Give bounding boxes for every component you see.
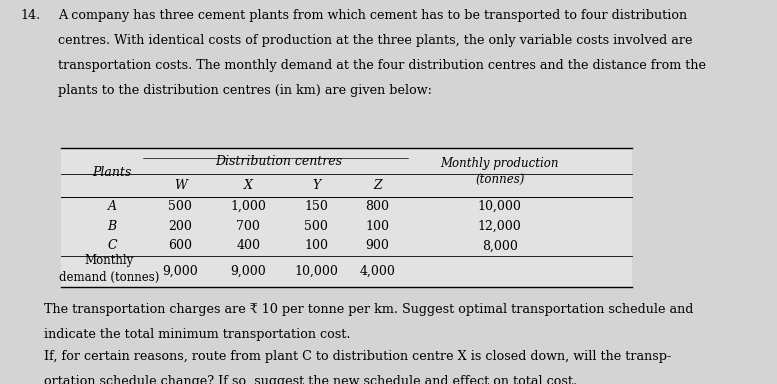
Text: Monthly production
(tonnes): Monthly production (tonnes) (441, 157, 559, 187)
Text: B: B (108, 220, 117, 233)
Text: The transportation charges are ₹ 10 per tonne per km. Suggest optimal transporta: The transportation charges are ₹ 10 per … (44, 303, 694, 316)
Text: 8,000: 8,000 (482, 239, 517, 252)
FancyBboxPatch shape (61, 148, 632, 287)
Text: Y: Y (312, 179, 320, 192)
Text: centres. With identical costs of production at the three plants, the only variab: centres. With identical costs of product… (57, 34, 692, 47)
Text: 9,000: 9,000 (162, 265, 198, 278)
Text: Distribution centres: Distribution centres (215, 155, 343, 167)
Text: C: C (107, 239, 117, 252)
Text: A: A (108, 200, 117, 213)
Text: 4,000: 4,000 (360, 265, 395, 278)
Text: 600: 600 (168, 239, 192, 252)
Text: 500: 500 (169, 200, 192, 213)
Text: W: W (174, 179, 186, 192)
Text: 700: 700 (236, 220, 260, 233)
Text: 100: 100 (304, 239, 328, 252)
Text: X: X (244, 179, 253, 192)
Text: 200: 200 (169, 220, 192, 233)
Text: 10,000: 10,000 (478, 200, 521, 213)
Text: 800: 800 (365, 200, 389, 213)
Text: 1,000: 1,000 (230, 200, 267, 213)
Text: If, for certain reasons, route from plant C to distribution centre X is closed d: If, for certain reasons, route from plan… (44, 350, 671, 363)
Text: 14.: 14. (20, 9, 40, 22)
Text: 400: 400 (236, 239, 260, 252)
Text: transportation costs. The monthly demand at the four distribution centres and th: transportation costs. The monthly demand… (57, 59, 706, 72)
Text: 100: 100 (365, 220, 389, 233)
Text: Monthly
demand (tonnes): Monthly demand (tonnes) (58, 253, 159, 284)
Text: 500: 500 (305, 220, 328, 233)
Text: 900: 900 (365, 239, 389, 252)
Text: 150: 150 (305, 200, 328, 213)
Text: 10,000: 10,000 (294, 265, 338, 278)
Text: Plants: Plants (92, 166, 132, 179)
Text: Z: Z (373, 179, 382, 192)
Text: plants to the distribution centres (in km) are given below:: plants to the distribution centres (in k… (57, 84, 432, 97)
Text: indicate the total minimum transportation cost.: indicate the total minimum transportatio… (44, 328, 350, 341)
Text: ortation schedule change? If so, suggest the new schedule and effect on total co: ortation schedule change? If so, suggest… (44, 375, 577, 384)
Text: A company has three cement plants from which cement has to be transported to fou: A company has three cement plants from w… (57, 9, 687, 22)
Text: 9,000: 9,000 (230, 265, 266, 278)
Text: 12,000: 12,000 (478, 220, 521, 233)
